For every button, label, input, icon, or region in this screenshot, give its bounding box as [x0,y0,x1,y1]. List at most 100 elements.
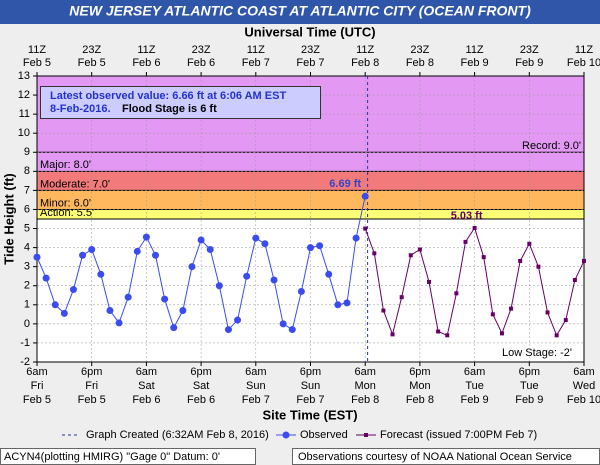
y-tick-label: 13 [18,70,30,82]
y-tick-label: 9 [24,146,30,158]
observed-point [133,247,141,255]
x2-tick-date: Feb 6 [187,57,215,69]
x2-tick-date: Feb 7 [296,57,324,69]
y-tick-label: 6 [24,203,30,215]
x2-tick-date: Feb 7 [242,57,270,69]
x2-tick-date: Feb 8 [351,57,379,69]
forecast-point [509,306,514,311]
observed-point [197,236,205,244]
y-tick-label: -2 [20,356,30,368]
observed-point [325,270,333,278]
x2-tick-label: 11Z [356,44,374,56]
observed-point [106,307,114,315]
x-tick-day: Wed [573,380,595,392]
x-tick-date: Feb 7 [296,394,324,406]
flood-label: Major: 8.0' [40,159,91,171]
x-tick-date: Feb 10 [567,394,600,406]
x2-tick-date: Feb 6 [132,57,160,69]
x2-tick-label: 23Z [301,44,320,56]
forecast-point [417,247,422,252]
y-tick-label: 7 [24,184,30,196]
footer-left: ACYN4(plotting HMIRG) "Gage 0" Datum: 0' [4,451,220,463]
x-tick-date: Feb 9 [461,394,489,406]
plot-border [36,75,585,363]
forecast-point [472,225,477,230]
observed-point [170,324,178,332]
legend-observed-marker [282,431,290,439]
x2-tick-label: 23Z [410,44,429,56]
forecast-point [582,258,586,263]
x-tick-day: Sat [193,380,210,392]
flood-label: Moderate: 7.0' [40,178,110,190]
forecast-point [463,239,468,244]
x-tick-label: 6am [245,366,266,378]
x2-tick-label: 11Z [575,44,593,56]
observed-point [206,246,214,254]
forecast-point [445,333,450,338]
y-tick-label: 11 [19,108,30,120]
forecast-point [554,333,559,338]
x-tick-date: Feb 9 [515,394,543,406]
x-tick-day: Fri [31,380,44,392]
y-axis-label: Tide Height (ft) [1,173,16,264]
y-tick-label: 3 [24,261,30,273]
forecast-point [436,329,441,334]
observed-point [97,270,105,278]
x-tick-label: 6pm [190,366,211,378]
observed-point [343,299,351,307]
observed-point [352,234,360,242]
x-tick-label: 6pm [81,366,102,378]
forecast-point [518,258,523,263]
forecast-point [427,279,432,284]
observed-point [224,326,232,334]
observed-point [279,320,287,328]
legend-label: Observed [300,429,348,441]
x-tick-day: Mon [354,380,375,392]
x2-tick-label: 11Z [466,44,484,56]
y-tick-label: 4 [24,242,30,254]
x2-tick-label: 11Z [137,44,155,56]
forecast-point [572,278,577,283]
observed-point [307,244,314,252]
x-tick-day: Mon [409,380,430,392]
forecast-point [490,312,495,317]
forecast-point [408,253,413,258]
x-tick-label: 6pm [300,366,321,378]
y-tick-label: 2 [24,280,30,292]
observed-point [215,282,223,290]
y-tick-label: 1 [24,299,30,311]
footer-right: Observations courtesy of NOAA National O… [298,451,572,463]
info-box [40,86,321,119]
forecast-point [545,310,550,315]
peak-annotation: 5.03 ft [451,210,483,222]
observed-point [188,263,196,271]
x-tick-date: Feb 6 [132,394,160,406]
flood-label: Minor: 6.0' [40,197,91,209]
x-tick-label: 6am [354,366,375,378]
forecast-point [399,295,404,300]
forecast-point [454,291,459,296]
observed-point [361,192,369,200]
observed-point [88,246,96,254]
observed-point [79,251,87,259]
forecast-point [363,226,368,231]
x-tick-label: 6pm [519,366,540,378]
y-tick-label: 10 [18,127,30,139]
info-line: Latest observed value: 6.66 ft at 6:06 A… [50,90,286,102]
peak-annotation: 6.69 ft [329,178,361,190]
observed-point [243,272,251,280]
observed-point [288,326,296,334]
x-tick-day: Fri [85,380,98,392]
forecast-point [536,264,541,269]
x-tick-date: Feb 8 [351,394,379,406]
title-bar [0,0,600,24]
x-tick-label: 6pm [409,366,430,378]
y-tick-label: 5 [24,222,30,234]
observed-point [334,301,342,309]
top-axis-label: Universal Time (UTC) [244,24,375,39]
x-tick-day: Sun [301,380,321,392]
forecast-point [390,332,395,337]
forecast-point [481,255,486,260]
observed-point [69,286,77,294]
forecast-point [563,318,568,323]
